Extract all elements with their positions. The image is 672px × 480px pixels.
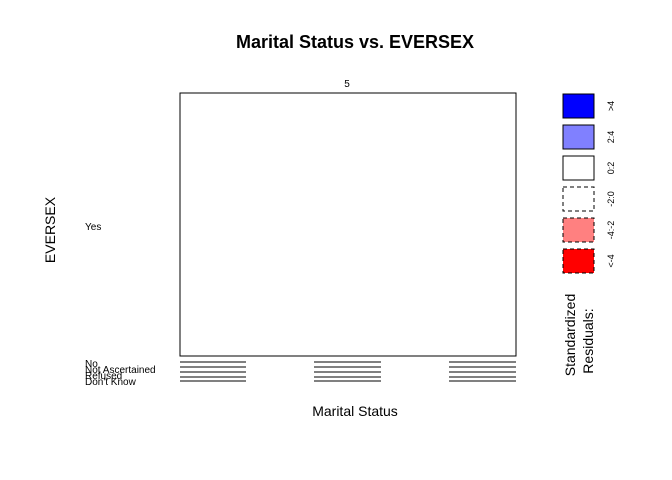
y-category-label: Refused xyxy=(85,371,122,382)
legend-label: -4:-2 xyxy=(606,221,616,240)
legend-label: 0:2 xyxy=(606,162,616,175)
legend-label: >4 xyxy=(606,101,616,111)
y-category-label: Don't Know xyxy=(85,377,137,388)
legend-title: Residuals: xyxy=(580,308,596,373)
y-category-label: Yes xyxy=(85,222,101,233)
legend: >4 2:4 0:2 -2:0 -4:-2 <-4 Standardized R… xyxy=(562,93,616,377)
mosaic-cell-yes xyxy=(179,92,517,357)
x-category-label: 5 xyxy=(344,79,350,90)
legend-label: 2:4 xyxy=(606,131,616,144)
legend-swatch xyxy=(562,155,595,181)
legend-swatch xyxy=(562,248,595,274)
legend-label: -2:0 xyxy=(606,191,616,207)
legend-title: Standardized xyxy=(562,294,578,377)
legend-swatch xyxy=(562,217,595,243)
legend-swatch xyxy=(562,124,595,150)
collapsed-cells xyxy=(180,361,516,382)
y-category-label: Not Ascertained xyxy=(85,365,156,376)
y-category-label: No xyxy=(85,359,98,370)
legend-label: <-4 xyxy=(606,254,616,267)
chart-title: Marital Status vs. EVERSEX xyxy=(236,32,474,52)
legend-swatch xyxy=(562,93,595,119)
legend-swatch xyxy=(562,186,595,212)
y-axis-label: EVERSEX xyxy=(42,196,58,263)
x-axis-label: Marital Status xyxy=(312,403,398,419)
